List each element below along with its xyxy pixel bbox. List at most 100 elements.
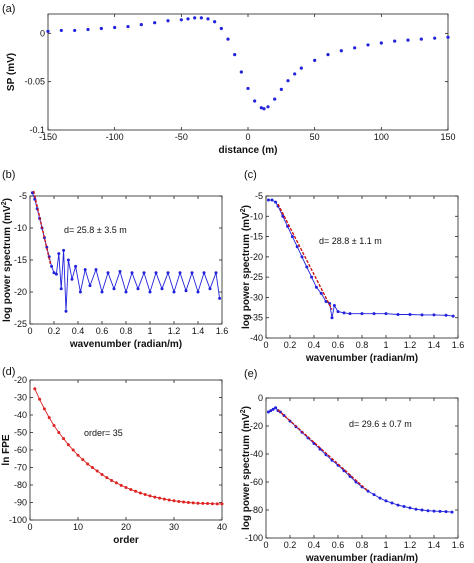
data-point bbox=[305, 265, 309, 269]
y-axis-label: log power spectrum (mV2) bbox=[240, 205, 252, 329]
x-tick-label: 1.2 bbox=[404, 540, 417, 550]
x-tick-label: 1 bbox=[383, 540, 388, 550]
y-tick-label: -40 bbox=[250, 333, 263, 343]
x-tick-label: 20 bbox=[121, 522, 131, 532]
data-point bbox=[218, 296, 222, 300]
panel-label: (c) bbox=[244, 169, 257, 181]
y-tick-label: -5 bbox=[255, 191, 263, 201]
y-tick-label: -10 bbox=[14, 223, 27, 233]
data-point bbox=[262, 107, 266, 111]
data-point bbox=[76, 453, 80, 457]
data-point bbox=[420, 508, 424, 512]
data-point bbox=[153, 21, 157, 25]
data-point bbox=[148, 290, 152, 294]
data-point bbox=[179, 18, 183, 22]
chart-annotation: d= 29.6 ± 0.7 m bbox=[349, 419, 412, 429]
data-point bbox=[106, 271, 110, 275]
data-point bbox=[266, 410, 270, 414]
y-tick-label: -70 bbox=[14, 463, 27, 473]
x-tick-label: 0.6 bbox=[332, 540, 345, 550]
data-point bbox=[143, 492, 147, 496]
data-point bbox=[33, 387, 37, 391]
data-point bbox=[66, 443, 70, 447]
data-point bbox=[348, 474, 352, 478]
data-point bbox=[59, 287, 63, 291]
x-tick-label: 0 bbox=[263, 540, 268, 550]
y-tick-label: -30 bbox=[250, 292, 263, 302]
x-tick-label: 0.8 bbox=[120, 326, 133, 336]
data-point bbox=[112, 287, 116, 291]
data-point bbox=[66, 258, 70, 262]
x-tick-label: 0.2 bbox=[48, 326, 61, 336]
y-axis-label: log power spectrum (mV2) bbox=[240, 406, 252, 530]
y-axis-label: ln FPE bbox=[1, 434, 12, 465]
data-point bbox=[136, 287, 140, 291]
x-tick-label: 1.6 bbox=[452, 340, 465, 350]
x-axis-label: distance (m) bbox=[219, 145, 278, 156]
data-point bbox=[162, 497, 166, 501]
y-tick-label: -100 bbox=[9, 515, 27, 525]
data-point bbox=[342, 311, 346, 315]
fit-line bbox=[277, 409, 369, 492]
data-point bbox=[100, 290, 104, 294]
data-point bbox=[110, 478, 114, 482]
data-point bbox=[384, 312, 388, 316]
y-tick-label: -0.1 bbox=[29, 125, 45, 135]
data-point bbox=[446, 35, 450, 39]
x-tick-label: 1.2 bbox=[404, 340, 417, 350]
data-point bbox=[390, 501, 394, 505]
x-tick-label: 50 bbox=[310, 132, 320, 142]
data-point bbox=[142, 271, 146, 275]
data-point bbox=[57, 431, 61, 434]
data-point bbox=[38, 397, 42, 401]
data-point bbox=[433, 36, 437, 40]
data-point bbox=[295, 245, 299, 249]
data-point bbox=[42, 407, 46, 411]
y-tick-label: -25 bbox=[250, 272, 263, 282]
fit-line bbox=[277, 203, 333, 310]
data-point bbox=[402, 505, 406, 508]
data-point bbox=[160, 287, 164, 291]
data-point bbox=[52, 424, 56, 427]
data-point bbox=[105, 476, 109, 480]
data-point bbox=[199, 16, 203, 20]
data-point bbox=[126, 24, 130, 29]
data-point bbox=[172, 290, 176, 294]
x-tick-label: 0.2 bbox=[284, 540, 297, 550]
data-point bbox=[190, 271, 194, 275]
data-point bbox=[332, 304, 336, 308]
data-point bbox=[379, 41, 383, 45]
data-point bbox=[408, 312, 412, 316]
data-point bbox=[274, 406, 278, 410]
data-point bbox=[81, 458, 85, 462]
data-point bbox=[281, 214, 285, 218]
data-point bbox=[293, 72, 297, 76]
data-point bbox=[353, 46, 357, 50]
x-tick-label: 1.2 bbox=[168, 326, 181, 336]
data-point bbox=[202, 271, 206, 275]
data-point bbox=[158, 496, 162, 500]
x-axis-label: wavenumber (radian/m) bbox=[69, 339, 182, 350]
y-tick-label: 0 bbox=[40, 28, 45, 38]
data-point bbox=[393, 39, 397, 43]
y-tick-label: -15 bbox=[250, 232, 263, 242]
x-tick-label: 0.6 bbox=[96, 326, 109, 336]
data-point bbox=[215, 502, 219, 506]
data-point bbox=[100, 473, 104, 476]
data-point bbox=[246, 86, 250, 91]
y-tick-label: -90 bbox=[14, 498, 27, 508]
data-point bbox=[213, 20, 217, 24]
data-point bbox=[134, 489, 138, 493]
data-point bbox=[226, 37, 230, 41]
data-point bbox=[73, 28, 77, 33]
data-point bbox=[124, 485, 128, 489]
data-point bbox=[99, 26, 103, 31]
data-point bbox=[172, 499, 176, 503]
y-tick-label: -25 bbox=[14, 319, 27, 329]
data-point bbox=[130, 271, 134, 275]
panel-label: (e) bbox=[244, 368, 257, 380]
data-point bbox=[184, 289, 188, 293]
data-point bbox=[273, 97, 277, 101]
panel-label: (b) bbox=[2, 169, 15, 181]
data-point bbox=[279, 87, 283, 91]
